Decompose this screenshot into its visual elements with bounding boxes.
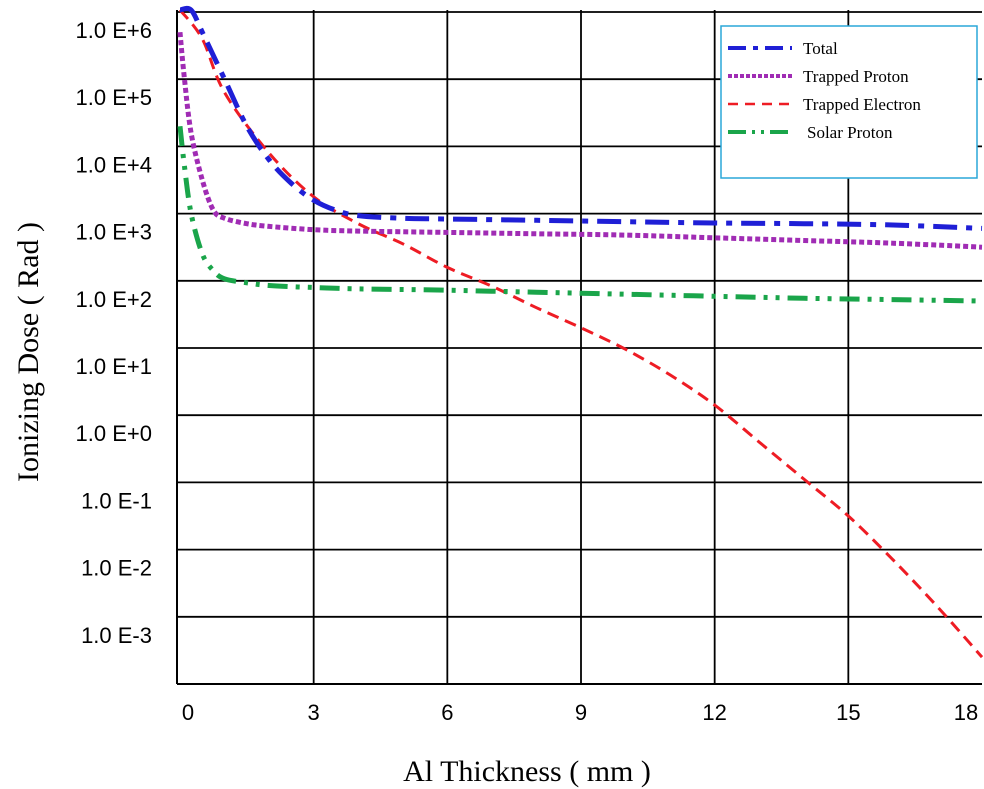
- series-line-trapped-proton: [177, 31, 983, 250]
- legend-label-trapped-electron: Trapped Electron: [803, 95, 921, 114]
- legend: Total Trapped Proton Trapped Electron Solar…: [720, 25, 978, 179]
- legend-box: [720, 25, 978, 179]
- legend-label-total: Total: [803, 39, 838, 58]
- y-tick-label-3: 1.0 E+3: [76, 220, 152, 245]
- y-tick-label-8: 1.0 E-2: [81, 556, 152, 581]
- x-tick-label-1: 3: [308, 700, 320, 725]
- series-line-trapped-electron: [178, 9, 984, 659]
- y-tick-label-0: 1.0 E+6: [76, 18, 152, 43]
- x-tick-label-0: 0: [182, 700, 194, 725]
- legend-label-solar-proton: Solar Proton: [807, 123, 893, 142]
- x-tick-label-5: 15: [836, 700, 860, 725]
- y-tick-label-5: 1.0 E+1: [76, 354, 152, 379]
- y-tick-label-7: 1.0 E-1: [81, 488, 152, 513]
- x-tick-labels: 0 3 6 9 12 15 18: [182, 700, 978, 725]
- y-tick-label-4: 1.0 E+2: [76, 287, 152, 312]
- grid: [176, 10, 982, 685]
- x-tick-label-3: 9: [575, 700, 587, 725]
- y-tick-labels: 1.0 E+6 1.0 E+5 1.0 E+4 1.0 E+3 1.0 E+2 1.0 E…: [76, 18, 152, 648]
- series-line-total: [179, 5, 983, 231]
- y-axis-title: Ionizing Dose ( Rad ): [12, 222, 45, 482]
- legend-label-trapped-proton: Trapped Proton: [803, 67, 909, 86]
- x-axis-title: Al Thickness ( mm ): [403, 755, 651, 788]
- x-tick-label-6: 18: [954, 700, 978, 725]
- x-tick-label-2: 6: [441, 700, 453, 725]
- y-tick-label-1: 1.0 E+5: [76, 85, 152, 110]
- legend-items: Total Trapped Proton Trapped Electron Solar…: [728, 39, 921, 142]
- series-layer: [177, 5, 984, 659]
- y-tick-label-9: 1.0 E-3: [81, 623, 152, 648]
- x-tick-label-4: 12: [702, 700, 726, 725]
- y-tick-label-6: 1.0 E+0: [76, 421, 152, 446]
- y-tick-label-2: 1.0 E+4: [76, 152, 152, 177]
